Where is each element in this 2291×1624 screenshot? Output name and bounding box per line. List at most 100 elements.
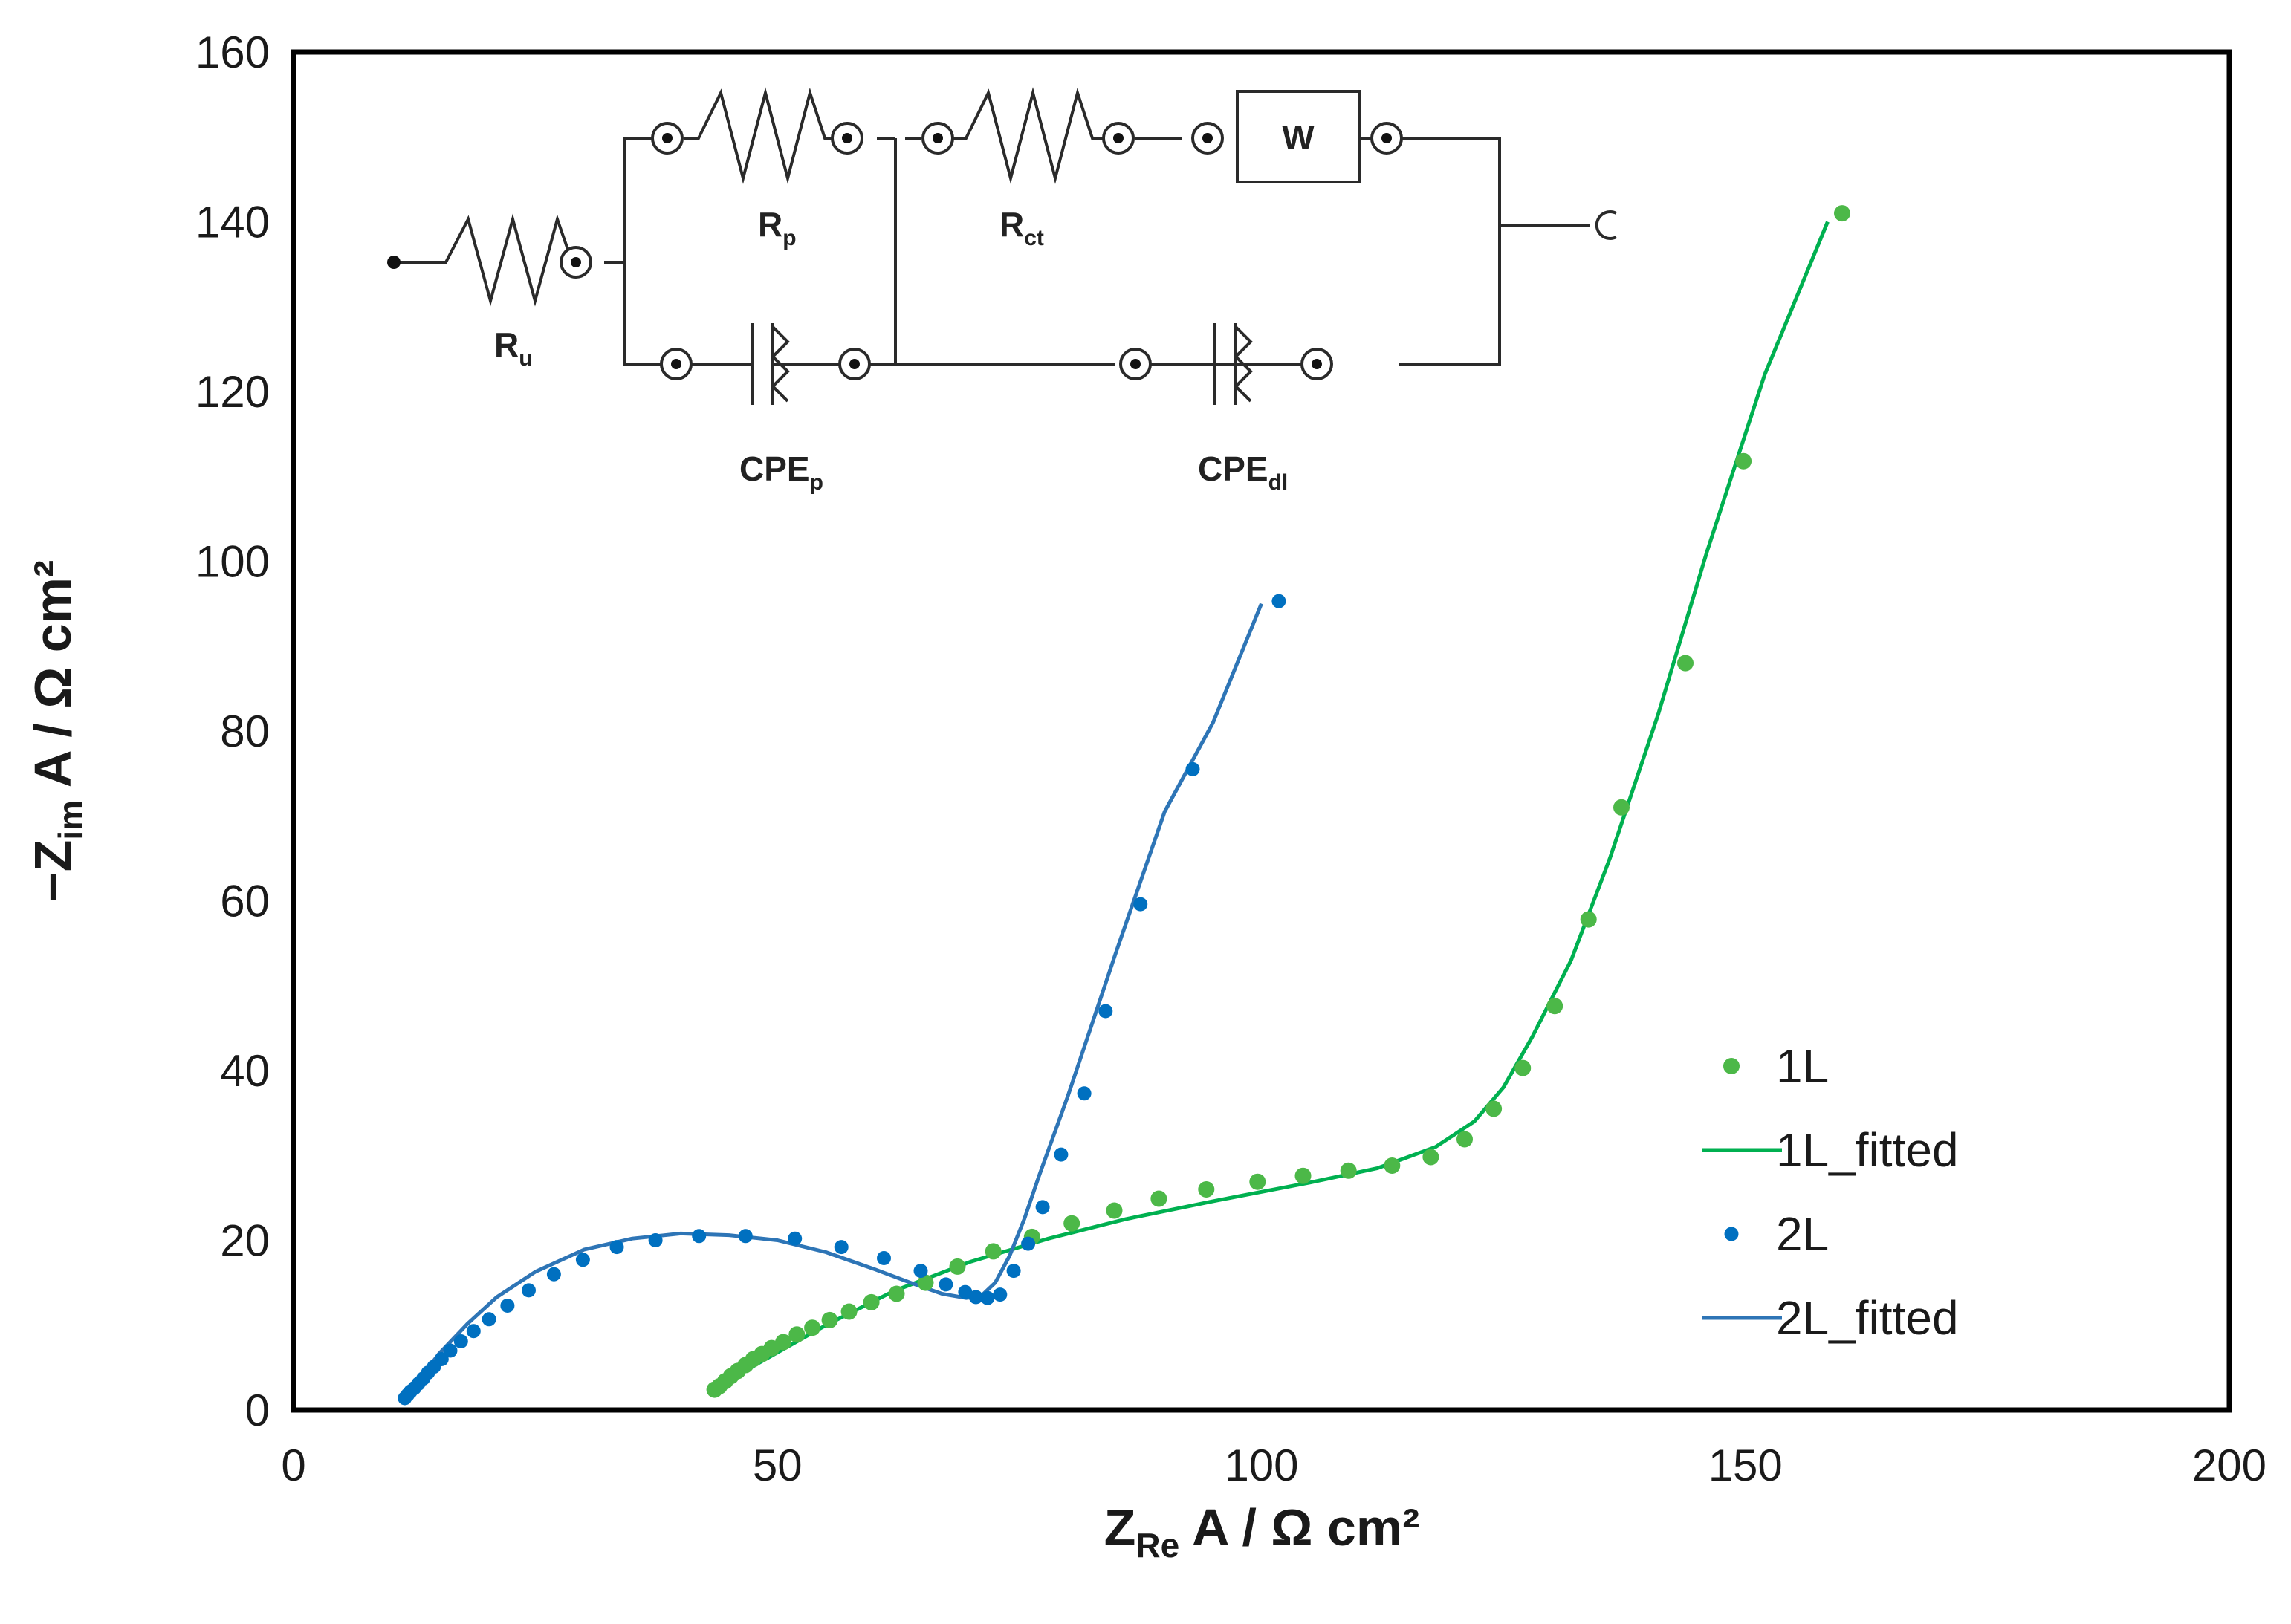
connector-dot xyxy=(571,257,581,267)
circuit-end-terminal xyxy=(1595,210,1617,240)
connector-dot xyxy=(849,359,860,369)
series-line-2L_fitted xyxy=(403,602,1263,1400)
x-tick-label: 0 xyxy=(281,1441,305,1490)
label-Rct: Rct xyxy=(999,205,1044,250)
data-point-1L xyxy=(775,1334,792,1351)
data-point-1L xyxy=(788,1326,806,1343)
data-point-2L xyxy=(1054,1147,1069,1162)
data-point-2L xyxy=(958,1284,973,1299)
data-point-2L xyxy=(968,1290,983,1305)
data-point-2L xyxy=(877,1251,891,1265)
label-W: W xyxy=(1282,118,1315,157)
data-point-1L xyxy=(1198,1181,1215,1198)
data-point-1L xyxy=(1514,1059,1532,1076)
x-axis-title: ZRe A / Ω cm² xyxy=(1104,1498,1420,1565)
data-point-1L xyxy=(1150,1190,1167,1207)
circuit-connectors xyxy=(560,122,1403,380)
legend: 1L 1L_fitted 2L 2L_fitted xyxy=(1702,1039,1959,1345)
y-tick-label: 140 xyxy=(195,198,270,247)
data-point-1L xyxy=(1294,1167,1312,1184)
connector-dot xyxy=(1202,133,1213,143)
cpe-p-element xyxy=(687,323,840,405)
cpe-dl-element xyxy=(1163,323,1308,405)
connector-dot xyxy=(662,133,673,143)
legend-label-2L_fitted: 2L_fitted xyxy=(1776,1291,1959,1345)
data-point-1L xyxy=(949,1258,966,1275)
y-tick-label: 0 xyxy=(245,1386,270,1435)
data-point-2L xyxy=(1185,761,1200,776)
data-point-2L xyxy=(1271,594,1286,608)
data-point-1L xyxy=(821,1311,838,1328)
connector-dot xyxy=(1113,133,1124,143)
data-point-1L xyxy=(1249,1173,1266,1190)
data-point-1L xyxy=(1735,452,1752,470)
data-point-2L xyxy=(692,1229,707,1244)
data-point-1L xyxy=(1340,1162,1357,1179)
label-Rp: Rp xyxy=(758,205,797,250)
data-point-1L xyxy=(1106,1202,1123,1219)
data-point-2L xyxy=(913,1264,928,1279)
data-point-2L xyxy=(575,1253,590,1267)
y-tick-label: 80 xyxy=(220,707,270,756)
x-tick-label: 50 xyxy=(753,1441,803,1490)
x-tick-label: 150 xyxy=(1708,1441,1783,1490)
connector-dot xyxy=(1130,359,1141,369)
data-point-2L xyxy=(939,1277,953,1292)
y-tick-label: 120 xyxy=(195,367,270,417)
data-point-2L xyxy=(1098,1004,1113,1019)
data-point-2L xyxy=(1035,1200,1050,1215)
legend-marker-2L xyxy=(1724,1227,1739,1241)
data-point-2L xyxy=(980,1290,995,1305)
series-line-1L_fitted xyxy=(713,221,1830,1391)
resistor-Rct xyxy=(951,87,1115,184)
connector-dot xyxy=(933,133,943,143)
data-point-1L xyxy=(1422,1149,1439,1166)
data-point-1L xyxy=(804,1319,821,1336)
data-point-2L xyxy=(1077,1086,1092,1101)
data-point-2L xyxy=(1021,1236,1036,1251)
data-point-1L xyxy=(1485,1100,1503,1117)
connector-dot xyxy=(1312,359,1322,369)
label-CPEp: CPEp xyxy=(739,449,823,495)
label-CPEdl: CPEdl xyxy=(1198,449,1288,495)
connector-dot xyxy=(671,359,681,369)
data-point-2L xyxy=(482,1312,496,1327)
data-point-2L xyxy=(738,1229,753,1244)
data-point-1L xyxy=(863,1293,880,1310)
resistor-Ru xyxy=(431,213,587,307)
y-tick-label: 40 xyxy=(220,1046,270,1096)
data-point-2L xyxy=(788,1231,803,1246)
x-tick-label: 200 xyxy=(2192,1441,2266,1490)
data-point-1L xyxy=(1580,911,1597,928)
data-point-2L xyxy=(648,1233,663,1247)
legend-marker-1L xyxy=(1723,1058,1740,1074)
connector-dot xyxy=(1381,133,1392,143)
data-point-2L xyxy=(522,1283,536,1298)
plot-frame xyxy=(291,49,2232,1413)
series-points xyxy=(398,205,1850,1406)
x-tick-label: 100 xyxy=(1224,1441,1298,1490)
data-point-1L xyxy=(888,1285,905,1302)
data-point-2L xyxy=(993,1287,1008,1302)
data-point-1L xyxy=(840,1303,858,1320)
data-point-1L xyxy=(1384,1157,1401,1174)
warburg-element xyxy=(1236,90,1361,183)
y-tick-label: 20 xyxy=(220,1216,270,1266)
data-point-2L xyxy=(500,1299,515,1313)
y-tick-label: 100 xyxy=(195,537,270,587)
data-point-1L xyxy=(985,1243,1002,1260)
data-point-2L xyxy=(1133,897,1148,912)
label-Ru: Ru xyxy=(494,325,533,371)
data-point-1L xyxy=(1546,998,1563,1015)
data-point-2L xyxy=(609,1240,624,1255)
data-point-1L xyxy=(1456,1131,1473,1148)
data-point-1L xyxy=(917,1274,934,1291)
legend-label-1L: 1L xyxy=(1776,1039,1829,1093)
data-point-1L xyxy=(1613,799,1630,816)
data-point-1L xyxy=(1063,1215,1080,1232)
data-point-2L xyxy=(453,1334,468,1348)
data-point-2L xyxy=(434,1352,449,1366)
y-tick-label: 160 xyxy=(195,27,270,77)
